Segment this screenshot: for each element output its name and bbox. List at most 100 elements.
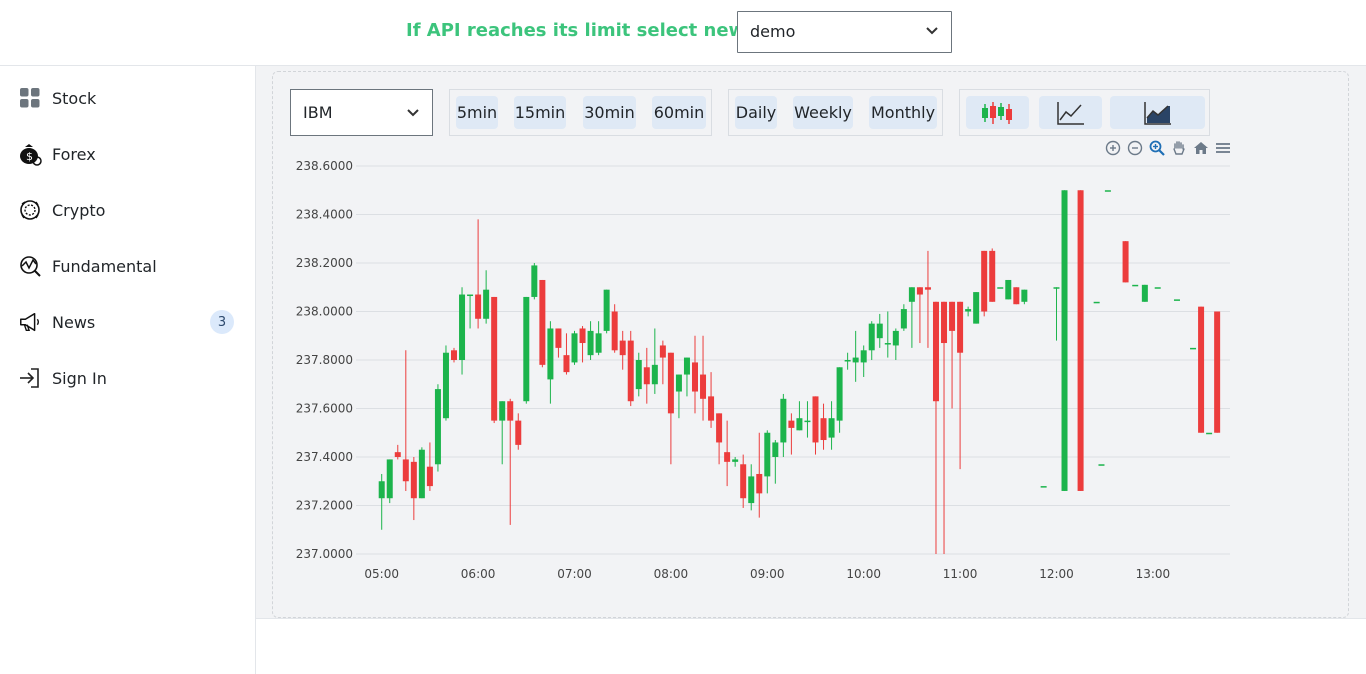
period-daily-button[interactable]: Daily: [735, 96, 777, 129]
menu-icon[interactable]: [1213, 139, 1233, 157]
candle-body: [788, 420, 795, 428]
candle-body: [442, 352, 449, 419]
zoom-in-icon[interactable]: [1103, 139, 1123, 157]
x-tick-label: 10:00: [846, 567, 881, 581]
candle-body: [756, 473, 763, 494]
candle-body: [884, 343, 891, 345]
sidebar-item-label: Crypto: [52, 200, 106, 220]
candlestick-chart-button[interactable]: [966, 96, 1029, 129]
candle-body: [619, 340, 626, 356]
autoscale-icon[interactable]: [1147, 139, 1167, 157]
api-limit-message: If API reaches its limit select new One: [406, 20, 792, 41]
candle-body: [892, 330, 899, 346]
chart-type-button-group: [959, 89, 1210, 136]
chart-modebar: [1103, 139, 1233, 157]
candle-body: [635, 360, 642, 390]
analytics-icon: [18, 254, 42, 278]
candle-body: [828, 418, 835, 438]
period-weekly-button[interactable]: Weekly: [793, 96, 853, 129]
candle-body: [860, 350, 867, 363]
area-chart-button[interactable]: [1110, 96, 1205, 129]
chart-panel: [272, 71, 1349, 618]
interval-60min-button[interactable]: 60min: [652, 96, 706, 129]
candle-body: [467, 294, 474, 297]
period-button-group: Daily Weekly Monthly: [728, 89, 943, 136]
candle-body: [386, 459, 393, 499]
candle-body: [507, 401, 514, 421]
money-bag-icon: $: [18, 142, 42, 166]
candle-body: [659, 345, 666, 358]
candle-body: [547, 328, 554, 380]
y-tick-label: 237.6000: [296, 402, 353, 416]
candle-body: [675, 374, 682, 392]
sidebar-item-fundamental[interactable]: Fundamental: [18, 251, 238, 281]
candle-body: [531, 265, 538, 297]
candle-body: [804, 420, 811, 423]
candle-body: [683, 357, 690, 375]
sidebar-item-news[interactable]: News 3: [18, 307, 238, 337]
candle-body: [611, 311, 618, 351]
candle-body: [965, 309, 972, 312]
candle-body: [418, 449, 425, 499]
sidebar: Stock $ Forex Crypto Fundamental News 3 …: [0, 66, 256, 674]
y-tick-label: 238.4000: [296, 208, 353, 222]
candle-body: [1206, 432, 1213, 435]
news-count-badge: 3: [210, 310, 234, 334]
candle-body: [515, 420, 522, 445]
candle-body: [908, 287, 915, 302]
candle-body: [989, 250, 996, 302]
sidebar-item-crypto[interactable]: Crypto: [18, 195, 238, 225]
candle-body: [667, 352, 674, 414]
candle-body: [836, 367, 843, 421]
sidebar-item-stock[interactable]: Stock: [18, 83, 238, 113]
pan-icon[interactable]: [1169, 139, 1189, 157]
candle-body: [716, 413, 723, 443]
area-chart-icon: [1143, 101, 1171, 125]
interval-30min-button[interactable]: 30min: [583, 96, 636, 129]
candle-body: [523, 296, 530, 402]
sidebar-item-forex[interactable]: $ Forex: [18, 139, 238, 169]
candle-body: [941, 301, 948, 344]
svg-text:$: $: [26, 150, 33, 163]
x-tick-label: 06:00: [461, 567, 496, 581]
line-chart-icon: [1056, 101, 1084, 125]
chevron-down-icon: [407, 109, 419, 117]
candle-body: [981, 250, 988, 312]
interval-15min-button[interactable]: 15min: [514, 96, 566, 129]
y-tick-label: 238.6000: [296, 159, 353, 173]
candle-body: [764, 432, 771, 477]
candle-body: [1154, 287, 1161, 289]
candle-body: [732, 459, 739, 462]
api-key-select[interactable]: demo: [737, 11, 952, 53]
sidebar-item-label: Stock: [52, 88, 97, 108]
candle-body: [1093, 301, 1100, 304]
candle-body: [491, 296, 498, 421]
symbol-value: IBM: [303, 103, 333, 122]
sidebar-item-sign-in[interactable]: Sign In: [18, 363, 238, 393]
candle-body: [643, 367, 650, 385]
x-tick-label: 11:00: [943, 567, 978, 581]
zoom-out-icon[interactable]: [1125, 139, 1145, 157]
symbol-select[interactable]: IBM: [290, 89, 433, 136]
candle-body: [1013, 287, 1020, 305]
candle-body: [651, 364, 658, 385]
x-tick-label: 08:00: [654, 567, 689, 581]
candle-body: [555, 328, 562, 348]
candle-body: [571, 333, 578, 363]
candle-body: [1040, 486, 1047, 488]
sign-in-icon: [18, 366, 42, 390]
candlestick-chart[interactable]: 238.6000 238.4000 238.2000 238.0000 237.8000…: [256, 66, 1366, 619]
api-key-value: demo: [750, 22, 796, 41]
interval-5min-button[interactable]: 5min: [456, 96, 498, 129]
candle-body: [1053, 287, 1060, 289]
candle-body: [949, 301, 956, 331]
candle-body: [973, 292, 980, 324]
line-chart-button[interactable]: [1039, 96, 1102, 129]
candle-body: [924, 287, 931, 290]
y-tick-label: 238.0000: [296, 305, 353, 319]
candle-body: [459, 294, 466, 360]
y-tick-label: 237.8000: [296, 353, 353, 367]
period-monthly-button[interactable]: Monthly: [869, 96, 937, 129]
candle-body: [1141, 284, 1148, 302]
reset-home-icon[interactable]: [1191, 139, 1211, 157]
